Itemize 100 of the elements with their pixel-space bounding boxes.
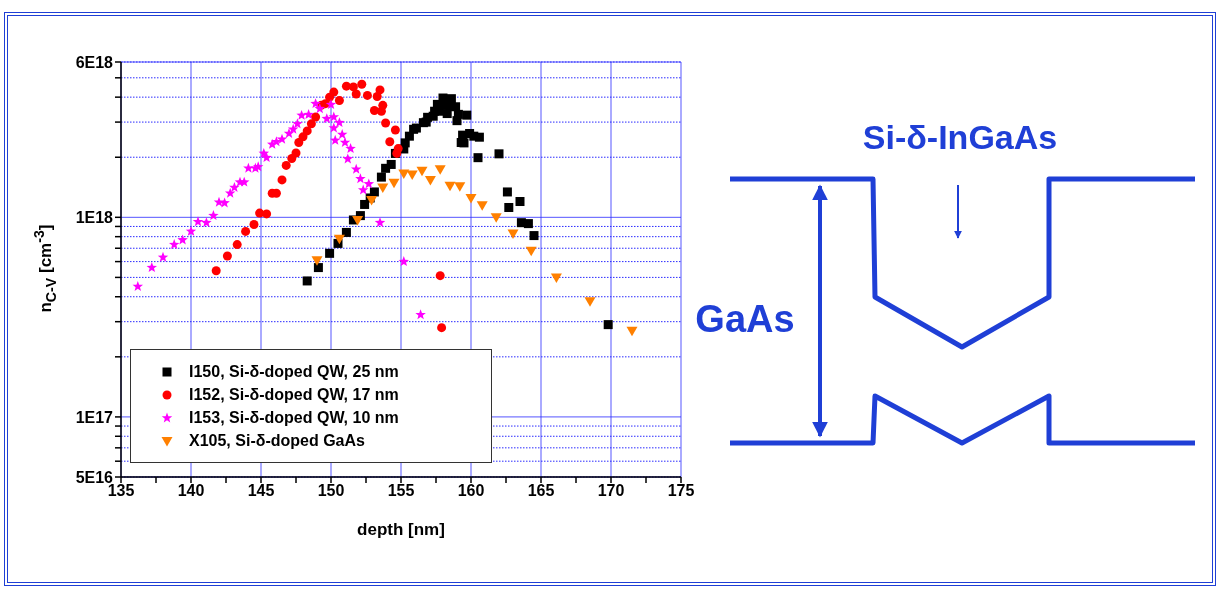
point [294, 138, 304, 148]
point [434, 165, 446, 175]
point [415, 309, 426, 320]
point [241, 226, 251, 236]
point [515, 197, 525, 207]
point [177, 234, 188, 245]
point [626, 326, 638, 337]
point [465, 193, 477, 204]
point [435, 271, 445, 281]
point [281, 160, 291, 170]
point [306, 119, 316, 129]
point [390, 125, 400, 135]
point [313, 263, 323, 273]
point [529, 231, 539, 241]
x-tick-label: 145 [247, 482, 275, 500]
x-tick-label: 150 [317, 482, 345, 500]
point [386, 159, 396, 169]
point [424, 175, 436, 186]
legend-label: I150, Si-δ-doped QW, 25 nm [189, 362, 399, 381]
y-tick-label: 1E18 [75, 209, 114, 226]
x-tick-label: 135 [107, 482, 135, 500]
point [292, 118, 303, 129]
point [321, 113, 333, 124]
x-tick-label: 160 [457, 482, 485, 500]
point [360, 199, 370, 209]
point [462, 110, 472, 120]
x-tick-label: 170 [597, 482, 625, 500]
point [406, 170, 418, 180]
point [211, 266, 221, 276]
point [416, 166, 428, 177]
legend-label: I153, Si-δ-doped QW, 10 nm [189, 408, 399, 427]
point [311, 112, 321, 122]
point [369, 187, 379, 197]
x-tick-label: 140 [177, 482, 205, 500]
point [168, 239, 180, 250]
point [385, 137, 395, 147]
point [341, 227, 351, 237]
legend-label: X105, Si-δ-doped GaAs [189, 431, 365, 450]
point [350, 163, 362, 174]
point [334, 95, 344, 105]
point [310, 98, 321, 109]
point [474, 132, 484, 142]
point [377, 183, 389, 194]
point [357, 184, 369, 195]
point [388, 178, 400, 189]
point [262, 209, 272, 219]
point [192, 216, 204, 227]
point [185, 225, 197, 236]
point [398, 169, 410, 179]
point [375, 85, 385, 95]
point [525, 246, 537, 257]
point [603, 320, 613, 330]
point [398, 256, 410, 267]
y-tick-label: 6E18 [75, 53, 114, 71]
legend-label: I152, Si-δ-doped QW, 17 nm [189, 385, 399, 404]
point [276, 133, 288, 144]
x-tick-label: 165 [527, 482, 555, 500]
point [584, 297, 596, 307]
y-tick-label: 1E17 [75, 408, 114, 426]
point [437, 323, 447, 333]
point [329, 134, 341, 145]
text: Si-δ-InGaAs [861, 118, 1059, 157]
x-tick-label: 175 [667, 482, 695, 500]
point [494, 149, 504, 159]
point [229, 182, 240, 192]
point [454, 182, 466, 192]
point [336, 128, 348, 139]
point [381, 118, 391, 128]
point [374, 217, 386, 228]
point [146, 262, 158, 273]
point [504, 202, 514, 212]
point [473, 153, 483, 163]
point [311, 256, 323, 266]
point [291, 148, 301, 158]
point [334, 117, 345, 128]
point [376, 172, 386, 182]
point [303, 109, 314, 120]
point [333, 234, 345, 245]
point [328, 111, 340, 122]
point [243, 162, 254, 173]
point [249, 220, 259, 230]
point [325, 99, 337, 110]
point [296, 109, 307, 120]
point [201, 217, 212, 228]
point [339, 137, 351, 147]
point [302, 276, 312, 286]
point [523, 219, 533, 229]
point [490, 213, 502, 223]
point [357, 79, 367, 89]
point [208, 210, 219, 221]
point [222, 251, 232, 261]
point [329, 87, 339, 97]
point [277, 175, 287, 185]
point [355, 173, 366, 184]
point [444, 181, 456, 192]
point [261, 152, 272, 163]
point [550, 273, 562, 283]
point [363, 178, 375, 189]
point [476, 201, 488, 211]
point [314, 103, 326, 114]
